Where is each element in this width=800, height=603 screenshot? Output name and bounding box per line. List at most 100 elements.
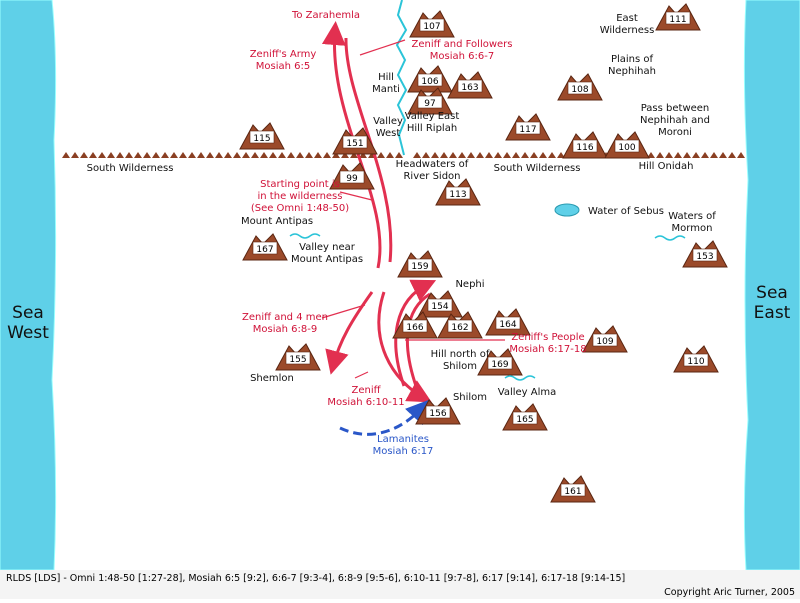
mountain-number: 108 xyxy=(571,85,588,95)
mountain-number: 107 xyxy=(423,22,440,32)
place-label: To Zarahemla xyxy=(291,10,360,21)
mountain-tag xyxy=(249,130,275,144)
mountain-number: 161 xyxy=(564,487,581,497)
ridge-peak xyxy=(377,152,385,158)
place-label: Waters of xyxy=(668,211,716,222)
sea-west xyxy=(0,0,57,571)
mountain-number: 153 xyxy=(696,252,713,262)
place-label: Lamanites xyxy=(377,434,429,445)
ridge-peak xyxy=(476,152,484,158)
river-sidon xyxy=(395,0,408,156)
ridge-peak xyxy=(467,152,475,158)
ridge-peak xyxy=(269,152,277,158)
ridge-peak xyxy=(125,152,133,158)
mountain-tag xyxy=(417,95,443,109)
place-label: Sea xyxy=(756,283,788,303)
place-label: Hill north of xyxy=(431,349,490,360)
place-label: River Sidon xyxy=(403,171,460,182)
place-label: Valley near xyxy=(299,242,356,253)
place-label: Mosiah 6:17 xyxy=(373,446,434,457)
place-label: Mosiah 6:5 xyxy=(256,61,310,72)
mountain-number: 151 xyxy=(346,139,363,149)
ridge-peak xyxy=(251,152,259,158)
place-label: Mosiah 6:8-9 xyxy=(253,324,317,335)
ridge-peak xyxy=(215,152,223,158)
water-sebus xyxy=(554,203,580,217)
mountain-tag xyxy=(512,411,538,425)
place-label: Zeniff xyxy=(351,385,381,396)
ridge-peak xyxy=(116,152,124,158)
place-label: Hill Onidah xyxy=(639,161,694,172)
ridge-peak xyxy=(80,152,88,158)
footer xyxy=(0,570,800,599)
references: RLDS [LDS] - Omni 1:48-50 [1:27-28], Mos… xyxy=(6,573,625,584)
ridge-peak xyxy=(98,152,106,158)
leader-lines xyxy=(321,39,505,379)
place-label: Mosiah 6:10-11 xyxy=(327,397,404,408)
ridge-peak xyxy=(89,152,97,158)
ridge-peak xyxy=(503,152,511,158)
mountain-number: 165 xyxy=(516,415,533,425)
mountain-tag xyxy=(457,79,483,93)
mountain-tag xyxy=(427,298,453,312)
ridge-peak xyxy=(512,152,520,158)
ridge-peak xyxy=(242,152,250,158)
ridge-peak xyxy=(440,152,448,158)
ridge-peak xyxy=(260,152,268,158)
mountain-tag xyxy=(487,356,513,370)
place-label: Nephihah and xyxy=(640,115,710,126)
mountain-tag xyxy=(592,333,618,347)
place-label: Valley Alma xyxy=(498,387,557,398)
ridge-peak xyxy=(413,152,421,158)
mountain-number: 115 xyxy=(253,134,270,144)
mountain-number: 117 xyxy=(519,125,536,135)
place-label: in the wilderness xyxy=(258,191,343,202)
ridge-peak xyxy=(395,152,403,158)
mountain-tag xyxy=(419,18,445,32)
mountain-tag xyxy=(567,81,593,95)
ridge-peak xyxy=(314,152,322,158)
place-label: Nephihah xyxy=(608,66,656,77)
mountain-tag xyxy=(515,121,541,135)
ridge-peak xyxy=(737,152,745,158)
mountain-tag xyxy=(425,405,451,419)
mountain-tag xyxy=(252,241,278,255)
place-label: Zeniff and Followers xyxy=(411,39,512,50)
mountain-number: 154 xyxy=(431,302,448,312)
mountain-number: 155 xyxy=(289,355,306,365)
ridge-peak xyxy=(278,152,286,158)
ridge-peak xyxy=(557,152,565,158)
place-label: Starting point is xyxy=(260,179,340,190)
water-wave xyxy=(289,233,321,239)
water-wave xyxy=(654,235,686,241)
ridge-peak xyxy=(449,152,457,158)
ridge-peak xyxy=(206,152,214,158)
ridge-peak xyxy=(548,152,556,158)
ridge-peak xyxy=(350,152,358,158)
place-label: Mosiah 6:17-18 xyxy=(509,344,586,355)
mountain-tag xyxy=(560,483,586,497)
place-label: Mormon xyxy=(672,223,713,234)
place-label: Shemlon xyxy=(250,373,294,384)
mountain-tag xyxy=(692,248,718,262)
place-label: East xyxy=(754,303,791,323)
ridge-peak xyxy=(674,152,682,158)
mountain-number: 113 xyxy=(449,190,466,200)
place-label: Valley xyxy=(373,116,403,127)
mountain-number: 97 xyxy=(424,99,435,109)
place-label: Moroni xyxy=(658,127,692,138)
ridge-peak xyxy=(143,152,151,158)
copyright: Copyright Aric Turner, 2005 xyxy=(664,587,795,598)
place-label: East xyxy=(616,13,638,24)
ridge-peak xyxy=(161,152,169,158)
ridge-peak xyxy=(107,152,115,158)
ridge-peak xyxy=(665,152,673,158)
place-label: Shilom xyxy=(453,392,487,403)
mountain-tag xyxy=(342,135,368,149)
mountain-number: 110 xyxy=(687,357,704,367)
ridge-peak xyxy=(197,152,205,158)
mountain-number: 116 xyxy=(576,143,593,153)
mountains: 107 111 106 163 108 97 115 151 117 116 100 99 113 167… xyxy=(239,3,728,503)
ridge-peak xyxy=(359,152,367,158)
